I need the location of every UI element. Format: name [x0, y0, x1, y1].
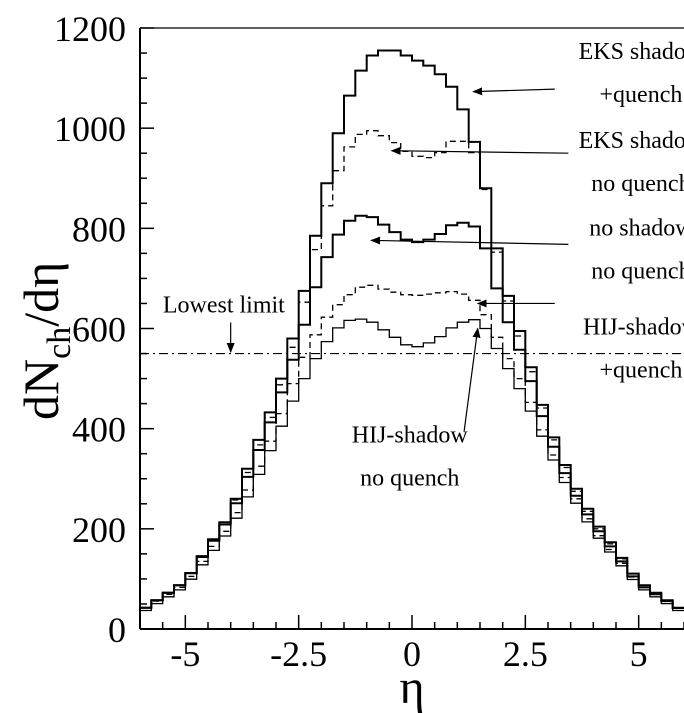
- y-tick-label: 600: [72, 310, 126, 350]
- annotation-hij_noquench-arrow: [463, 327, 481, 432]
- annotation-lowest-label: Lowest limit: [163, 292, 285, 318]
- y-axis-label-sub: ch: [41, 327, 78, 359]
- annotation-noshadow_noquench-label: no shadow no quench: [589, 215, 684, 284]
- y-axis-label-tail: /dη: [13, 262, 69, 327]
- x-tick-label: -5: [170, 634, 200, 674]
- annotation-hij_quench-label: HIJ-shadow+quench: [583, 315, 684, 384]
- y-axis-label: dNch/dη: [13, 262, 78, 420]
- y-axis-label-main: dN: [13, 359, 69, 420]
- x-tick-label: 2.5: [503, 634, 548, 674]
- annotation-eks_noquench-arrow: [390, 146, 569, 155]
- x-tick-label: 0: [403, 634, 421, 674]
- annotation-hij_noquench-label: HIJ-shadow no quench: [352, 423, 469, 492]
- y-tick-label: 1200: [54, 9, 126, 49]
- plot-axes: 0 200 400 600 800 1000 1200 -5 -2.5 0 2.5 5: [54, 9, 684, 674]
- x-axis-label: η: [399, 661, 424, 713]
- annotation-noshadow_noquench-arrow: [370, 236, 569, 245]
- y-tick-label: 0: [108, 610, 126, 650]
- series-hij_quench-line: [140, 284, 684, 609]
- annotation-eks_quench-label: EKS shadow+quench: [579, 39, 684, 108]
- y-tick-label: 200: [72, 510, 126, 550]
- annotation-eks_quench-arrow: [472, 87, 555, 96]
- y-tick-label: 800: [72, 209, 126, 249]
- y-tick-label: 400: [72, 410, 126, 450]
- series-hij_noquench-line: [140, 318, 684, 612]
- y-tick-label: 1000: [54, 109, 126, 149]
- x-tick-label: 5: [630, 634, 648, 674]
- x-tick-label: -2.5: [270, 634, 327, 674]
